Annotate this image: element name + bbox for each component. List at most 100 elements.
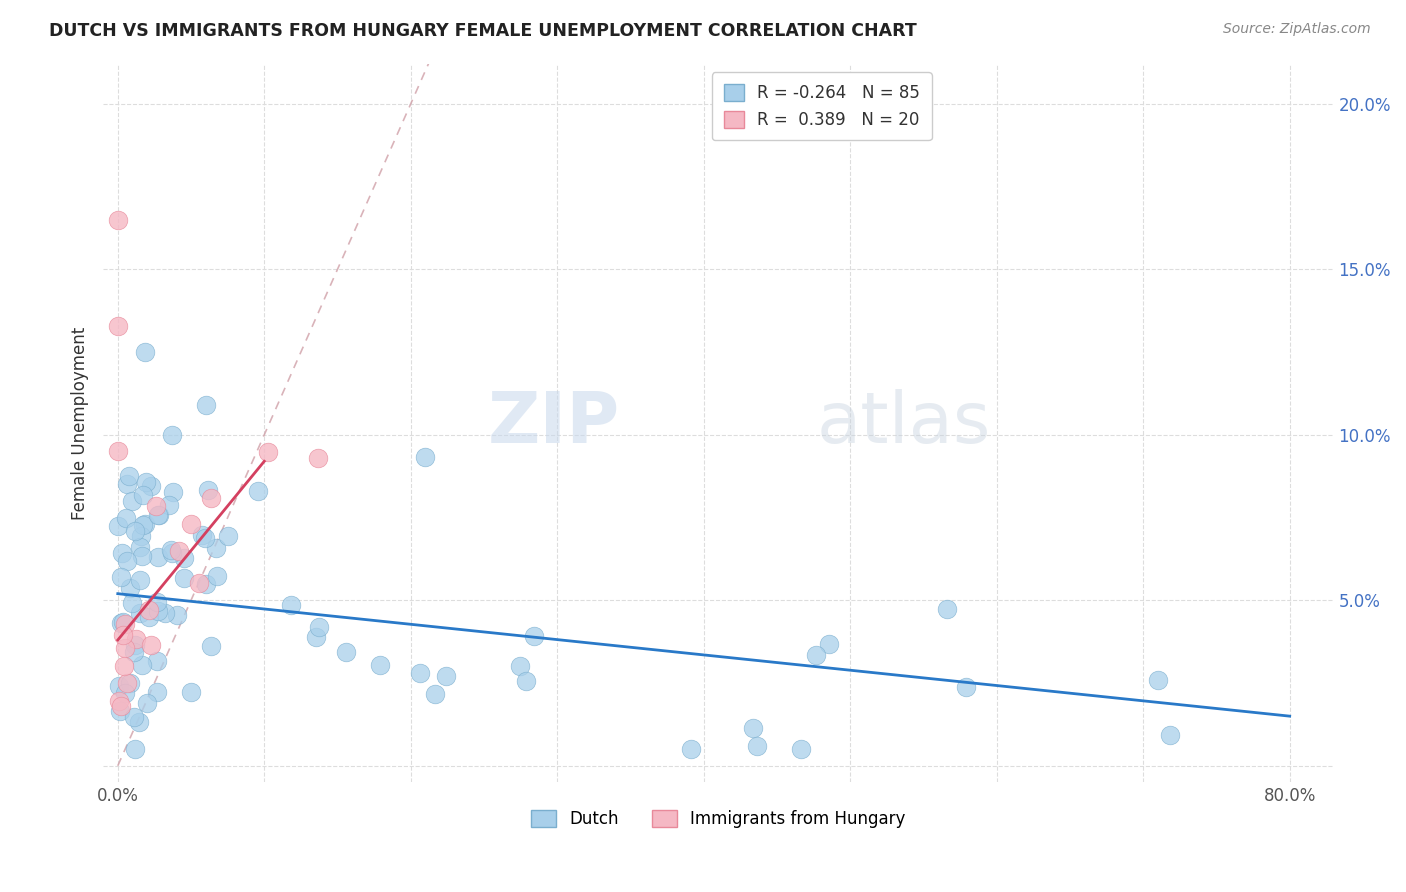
Point [817,637,839,651]
Point [146,685,169,699]
Point [160,546,183,560]
Point [135,475,157,490]
Point [120,581,142,595]
Point [114,686,136,700]
Point [935,601,957,615]
Point [111,615,134,629]
Point [167,544,190,558]
Point [409,666,432,681]
Point [160,427,183,442]
Point [128,714,150,729]
Point [955,680,977,694]
Point [173,551,195,566]
Point [132,518,155,533]
Point [162,485,184,500]
Point [280,598,302,612]
Point [205,569,228,583]
Point [806,648,828,662]
Point [146,654,169,668]
Point [523,629,546,643]
Text: Source: ZipAtlas.com: Source: ZipAtlas.com [1223,22,1371,37]
Point [194,577,217,591]
Point [304,630,326,644]
Point [188,576,211,591]
Point [124,644,146,658]
Point [256,444,278,458]
Point [111,546,134,560]
Point [131,658,153,673]
Point [148,604,170,618]
Point [107,318,129,333]
Point [307,450,329,465]
Text: atlas: atlas [817,389,991,458]
Point [121,494,143,508]
Point [114,640,136,655]
Point [135,696,157,710]
Point [335,645,357,659]
Point [110,704,132,718]
Point [124,524,146,539]
Point [107,679,129,693]
Point [121,595,143,609]
Legend: Dutch, Immigrants from Hungary: Dutch, Immigrants from Hungary [524,804,912,835]
Point [110,615,132,630]
Point [111,628,134,642]
Point [128,573,150,587]
Point [180,685,202,699]
Point [194,398,217,412]
Point [745,739,768,754]
Point [509,659,531,673]
Point [145,499,167,513]
Point [1146,673,1168,687]
Point [148,508,170,523]
Point [368,657,391,672]
Point [217,528,239,542]
Point [118,676,141,690]
Point [134,517,156,532]
Point [107,212,129,227]
Point [115,554,138,568]
Point [146,595,169,609]
Point [122,709,145,723]
Point [191,528,214,542]
Point [129,606,152,620]
Point [434,669,457,683]
Point [515,674,537,689]
Point [115,511,138,525]
Point [1159,728,1181,742]
Text: ZIP: ZIP [488,389,620,458]
Point [197,483,219,498]
Point [125,632,148,646]
Point [157,498,180,512]
Point [204,541,226,556]
Point [246,483,269,498]
Point [112,659,135,673]
Point [200,639,222,653]
Point [115,676,138,690]
Point [108,694,131,708]
Point [118,469,141,483]
Point [173,571,195,585]
Point [138,603,160,617]
Point [148,508,170,522]
Point [741,721,763,735]
Point [128,540,150,554]
Point [114,616,136,631]
Text: DUTCH VS IMMIGRANTS FROM HUNGARY FEMALE UNEMPLOYMENT CORRELATION CHART: DUTCH VS IMMIGRANTS FROM HUNGARY FEMALE … [49,22,917,40]
Point [153,606,176,620]
Point [139,638,162,652]
Point [110,569,132,583]
Point [308,620,330,634]
Point [129,529,152,543]
Point [138,610,160,624]
Point [124,742,146,756]
Point [160,543,183,558]
Point [194,531,217,545]
Point [107,519,129,533]
Point [681,742,703,756]
Point [166,608,188,623]
Point [789,742,811,756]
Point [146,550,169,565]
Point [134,345,156,359]
Point [423,687,446,701]
